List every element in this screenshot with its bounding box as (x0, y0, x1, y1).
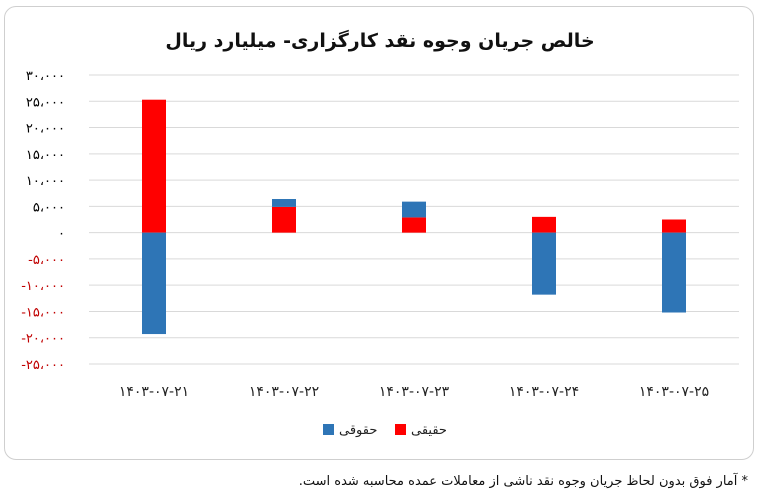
y-tick-label: ۲۵،۰۰۰ (26, 95, 65, 110)
cash-flow-chart: خالص جریان وجوه نقد کارگزاری- میلیارد ری… (21, 29, 739, 438)
chart-title: خالص جریان وجوه نقد کارگزاری- میلیارد ری… (165, 29, 594, 52)
chart-card: خالص جریان وجوه نقد کارگزاری- میلیارد ری… (4, 6, 754, 460)
y-tick-label: -۲۵،۰۰۰ (21, 358, 65, 373)
x-tick-label: ۱۴۰۳-۰۷-۲۱ (119, 384, 189, 400)
x-tick-label: ۱۴۰۳-۰۷-۲۲ (249, 384, 319, 400)
bar-حقیقی (532, 216, 556, 233)
x-tick-label: ۱۴۰۳-۰۷-۲۵ (639, 384, 709, 400)
bar-حقیقی (272, 206, 296, 233)
bar-حقوقی (142, 232, 166, 335)
legend-label: حقیقی (411, 423, 447, 438)
x-tick-label: ۱۴۰۳-۰۷-۲۴ (509, 384, 579, 400)
y-tick-label: ۵،۰۰۰ (33, 200, 65, 215)
x-tick-label: ۱۴۰۳-۰۷-۲۳ (379, 384, 450, 400)
y-tick-label: -۱۰،۰۰۰ (21, 279, 65, 294)
y-tick-label: ۲۰،۰۰۰ (26, 122, 65, 137)
legend-swatch (395, 424, 406, 435)
y-tick-label: ۳۰،۰۰۰ (26, 69, 65, 84)
bar-حقوقی (402, 201, 426, 218)
bar-حقوقی (272, 199, 296, 207)
bar-حقیقی (402, 217, 426, 233)
y-tick-label: -۵،۰۰۰ (28, 253, 65, 268)
y-tick-label: -۱۵،۰۰۰ (21, 305, 65, 320)
bar-حقیقی (142, 99, 166, 233)
bar-حقوقی (532, 232, 556, 295)
bar-حقیقی (662, 219, 686, 233)
y-tick-label: -۲۰،۰۰۰ (21, 332, 65, 347)
bar-حقوقی (662, 232, 686, 313)
y-tick-label: ۱۵،۰۰۰ (26, 148, 65, 163)
legend-label: حقوقی (339, 423, 377, 438)
y-tick-label: ۰ (58, 227, 65, 242)
legend-swatch (323, 424, 334, 435)
footnote: * آمار فوق بدون لحاظ جریان وجوه نقد ناشی… (298, 474, 748, 489)
y-tick-label: ۱۰،۰۰۰ (26, 174, 65, 189)
